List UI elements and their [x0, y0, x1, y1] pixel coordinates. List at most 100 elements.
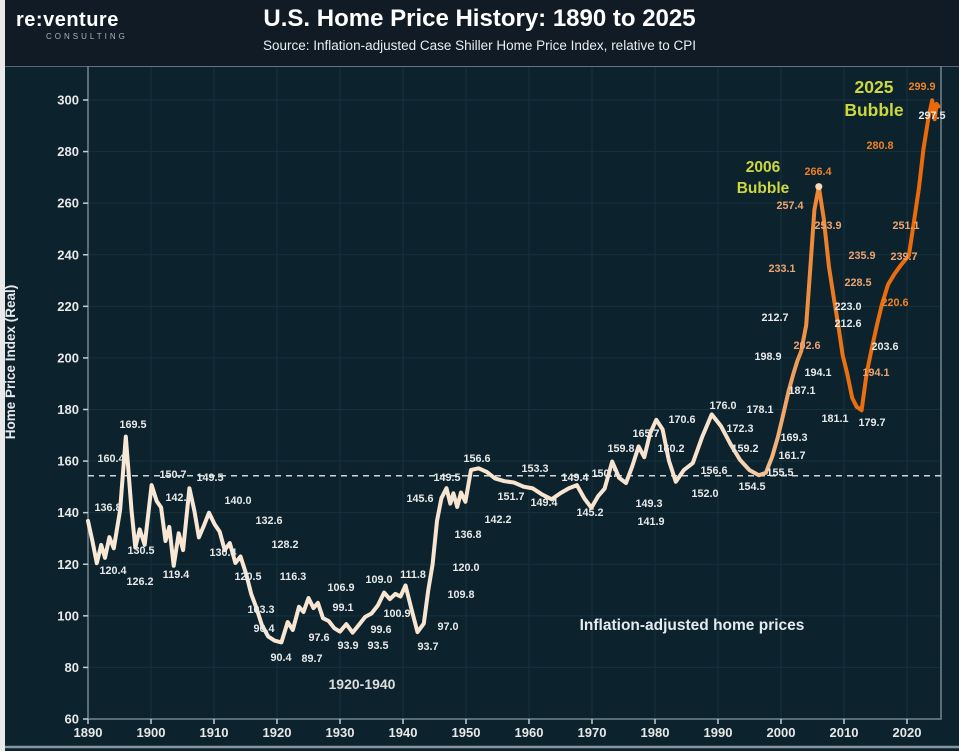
point-label: 155.5 [766, 467, 793, 479]
x-tick-label: 1940 [389, 725, 418, 740]
annotation-2006-bubble: Bubble [737, 180, 790, 197]
y-tick-label: 140 [57, 505, 79, 520]
point-label: 126.2 [126, 576, 153, 588]
x-tick-label: 1980 [641, 725, 670, 740]
point-label: 251.1 [892, 220, 919, 232]
point-label: 106.9 [327, 582, 354, 594]
point-label: 109.0 [365, 574, 392, 586]
point-label: 142.2 [484, 514, 511, 526]
point-label: 120.0 [452, 562, 479, 574]
annotation-2025-bubble: Bubble [844, 100, 904, 120]
y-tick-label: 80 [65, 660, 79, 675]
point-label: 235.9 [848, 250, 875, 262]
point-label: 233.1 [768, 263, 795, 275]
point-label: 93.5 [367, 640, 388, 652]
annotation-2006-bubble: 2006 [746, 159, 781, 176]
point-label: 228.5 [844, 277, 871, 289]
point-label: 212.6 [834, 318, 861, 330]
point-label: 128.2 [271, 539, 298, 551]
y-tick-label: 180 [57, 402, 79, 417]
point-label: 93.7 [417, 641, 438, 653]
point-label: 103.3 [247, 604, 274, 616]
point-label: 165.7 [632, 428, 659, 440]
point-label: 130.4 [209, 547, 236, 559]
point-label: 141.9 [637, 516, 664, 528]
point-label: 194.1 [862, 367, 889, 379]
point-label: 178.1 [746, 404, 773, 416]
point-label: 154.5 [738, 481, 765, 493]
point-label: 119.4 [163, 569, 189, 581]
annotation-valley-period: 1920-1940 [329, 676, 396, 692]
logo-primary-text: re:venture [16, 9, 119, 31]
point-label: 212.7 [761, 312, 788, 324]
y-axis-title: Home Price Index (Real) [3, 285, 18, 440]
price-line [86, 98, 941, 645]
point-label: 176.0 [709, 400, 736, 412]
point-label: 187.1 [788, 385, 815, 397]
point-label: 136.8 [454, 529, 481, 541]
point-label: 99.1 [332, 602, 353, 614]
point-label: 151.7 [497, 491, 524, 503]
logo-secondary-text: CONSULTING [46, 32, 128, 41]
y-tick-label: 240 [57, 247, 79, 262]
y-tick-label: 100 [57, 608, 79, 623]
point-label: 149.5 [196, 472, 223, 484]
point-label: 160.4 [97, 453, 124, 465]
point-label: 257.4 [776, 200, 803, 212]
x-tick-label: 2010 [830, 725, 859, 740]
x-tick-label: 1900 [137, 725, 166, 740]
y-tick-label: 160 [57, 454, 79, 469]
point-label: 120.5 [234, 571, 261, 583]
point-label: 223.0 [834, 301, 861, 313]
x-tick-label: 2000 [767, 725, 796, 740]
point-label: 132.6 [255, 515, 282, 527]
point-label: 130.5 [127, 545, 154, 557]
point-label: 97.0 [437, 621, 458, 633]
source-subtitle: Source: Inflation-adjusted Case Shiller … [263, 38, 696, 53]
x-tick-label: 1990 [704, 725, 733, 740]
point-label: 142.0 [165, 492, 192, 504]
y-axis: 60 80 100 120 140 160 180 200 220 240 260 280 300 [57, 93, 88, 727]
point-label: 181.1 [821, 413, 848, 425]
point-label: 90.4 [270, 652, 291, 664]
x-tick-label: 1890 [74, 725, 103, 740]
y-tick-label: 120 [57, 557, 79, 572]
point-label: 169.5 [119, 419, 146, 431]
point-label: 149.4 [530, 497, 557, 509]
point-label: 153.3 [521, 463, 548, 475]
y-tick-label: 200 [57, 350, 79, 365]
point-label: 159.8 [607, 443, 634, 455]
point-label: 179.7 [858, 417, 885, 429]
left-edge-strip [0, 0, 5, 751]
point-label: 96.4 [253, 623, 274, 635]
y-tick-label: 60 [65, 712, 79, 727]
x-tick-label: 1950 [452, 725, 481, 740]
point-label: 150.7 [591, 468, 618, 480]
x-tick-label: 1910 [200, 725, 229, 740]
point-label: 93.9 [337, 640, 358, 652]
point-label: 156.6 [463, 453, 490, 465]
point-label: 170.6 [668, 414, 695, 426]
x-tick-label: 1970 [578, 725, 607, 740]
y-tick-label: 300 [57, 93, 79, 108]
point-label: 297.5 [918, 110, 945, 122]
point-label: 203.6 [871, 341, 898, 353]
annotation-series-note: Inflation-adjusted home prices [580, 617, 805, 634]
point-label: 149.4 [561, 472, 588, 484]
point-label: 145.6 [406, 493, 433, 505]
point-label: 159.2 [731, 443, 758, 455]
point-label: 140.0 [224, 495, 251, 507]
point-label: 97.6 [308, 632, 329, 644]
x-axis: 1890 1900 1910 1920 1930 1940 1950 1960 1970 1980… [74, 719, 921, 740]
y-tick-label: 280 [57, 144, 79, 159]
point-label: 149.3 [635, 498, 662, 510]
point-label: 194.1 [804, 367, 831, 379]
x-tick-label: 1960 [515, 725, 544, 740]
point-label: 156.6 [700, 465, 727, 477]
point-label: 202.6 [793, 340, 820, 352]
point-label: 220.6 [881, 297, 908, 309]
y-tick-label: 260 [57, 196, 79, 211]
point-label: 120.4 [99, 565, 126, 577]
